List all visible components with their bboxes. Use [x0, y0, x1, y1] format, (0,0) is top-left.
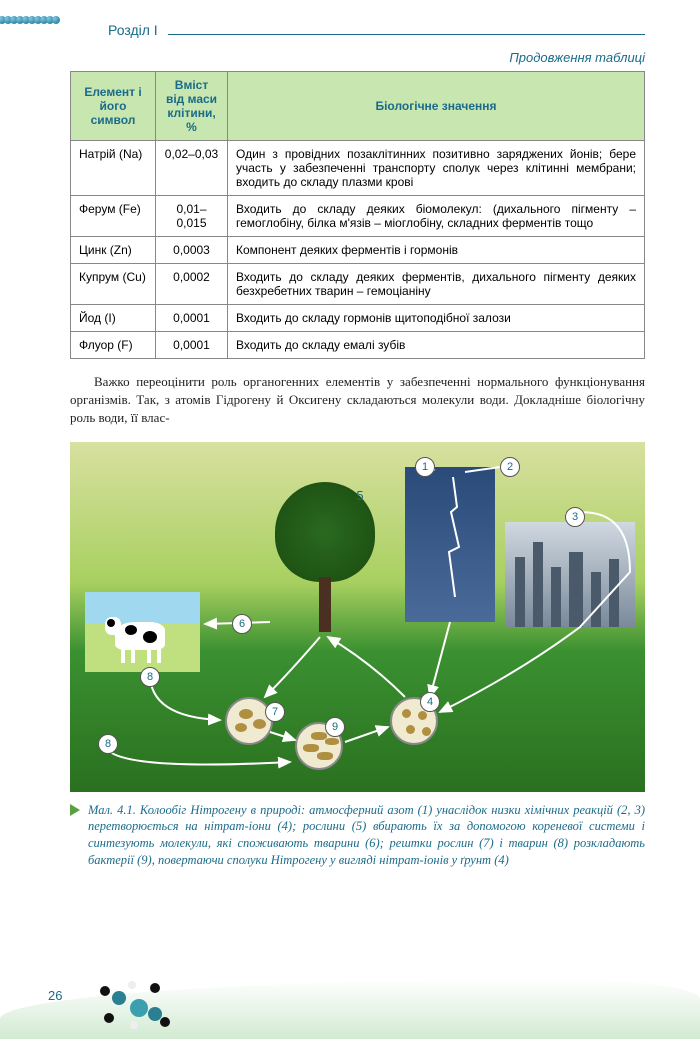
th-element: Елемент і його символ [71, 72, 156, 141]
page-number: 26 [48, 988, 62, 1003]
body-paragraph: Важко переоцінити роль органогенних елем… [70, 373, 645, 428]
diagram-label-5: 5 [350, 487, 370, 507]
table-row: Купрум (Cu) 0,0002 Входить до складу дея… [71, 264, 645, 305]
cell-element: Ферум (Fe) [71, 196, 156, 237]
cell-element: Цинк (Zn) [71, 237, 156, 264]
diagram-label-1: 1 [415, 457, 435, 477]
diagram-label-6: 6 [232, 614, 252, 634]
diagram-label-2: 2 [500, 457, 520, 477]
diagram-label-8b: 8 [98, 734, 118, 754]
table-row: Натрій (Na) 0,02–0,03 Один з провідних п… [71, 141, 645, 196]
cell-element: Йод (I) [71, 305, 156, 332]
section-header: Розділ І [108, 22, 645, 42]
diagram-label-9: 9 [325, 717, 345, 737]
cell-desc: Входить до складу гормонів щитоподібної … [228, 305, 645, 332]
cell-desc: Входить до складу деяких ферментів, диха… [228, 264, 645, 305]
cell-desc: Входить до складу емалі зубів [228, 332, 645, 359]
th-percent: Вміст від маси клітини, % [156, 72, 228, 141]
cell-percent: 0,0002 [156, 264, 228, 305]
th-significance: Біологічне значення [228, 72, 645, 141]
diagram-label-4: 4 [420, 692, 440, 712]
table-row: Цинк (Zn) 0,0003 Компонент деяких фермен… [71, 237, 645, 264]
cell-desc: Один з провідних позаклітинних позитивно… [228, 141, 645, 196]
cell-element: Купрум (Cu) [71, 264, 156, 305]
table-row: Йод (I) 0,0001 Входить до складу гормоні… [71, 305, 645, 332]
diagram-label-7: 7 [265, 702, 285, 722]
cell-desc: Входить до складу деяких біомолекул: (ди… [228, 196, 645, 237]
header-decoration [0, 10, 80, 30]
nitrogen-cycle-diagram: 1 2 3 4 5 6 7 8 8 9 [70, 442, 645, 792]
cell-percent: 0,01–0,015 [156, 196, 228, 237]
molecule-decoration [100, 981, 180, 1031]
cell-percent: 0,0001 [156, 332, 228, 359]
elements-table: Елемент і його символ Вміст від маси клі… [70, 71, 645, 359]
cell-percent: 0,0003 [156, 237, 228, 264]
cell-element: Флуор (F) [71, 332, 156, 359]
diagram-label-3: 3 [565, 507, 585, 527]
cell-percent: 0,0001 [156, 305, 228, 332]
table-row: Флуор (F) 0,0001 Входить до складу емалі… [71, 332, 645, 359]
cell-desc: Компонент деяких ферментів і гормонів [228, 237, 645, 264]
table-continuation-label: Продовження таблиці [70, 50, 645, 65]
section-rule [168, 23, 645, 35]
cell-percent: 0,02–0,03 [156, 141, 228, 196]
figure-caption: Мал. 4.1. Колообіг Нітрогену в природі: … [70, 802, 645, 870]
cell-element: Натрій (Na) [71, 141, 156, 196]
diagram-label-8a: 8 [140, 667, 160, 687]
table-row: Ферум (Fe) 0,01–0,015 Входить до складу … [71, 196, 645, 237]
section-title: Розділ І [108, 22, 168, 38]
